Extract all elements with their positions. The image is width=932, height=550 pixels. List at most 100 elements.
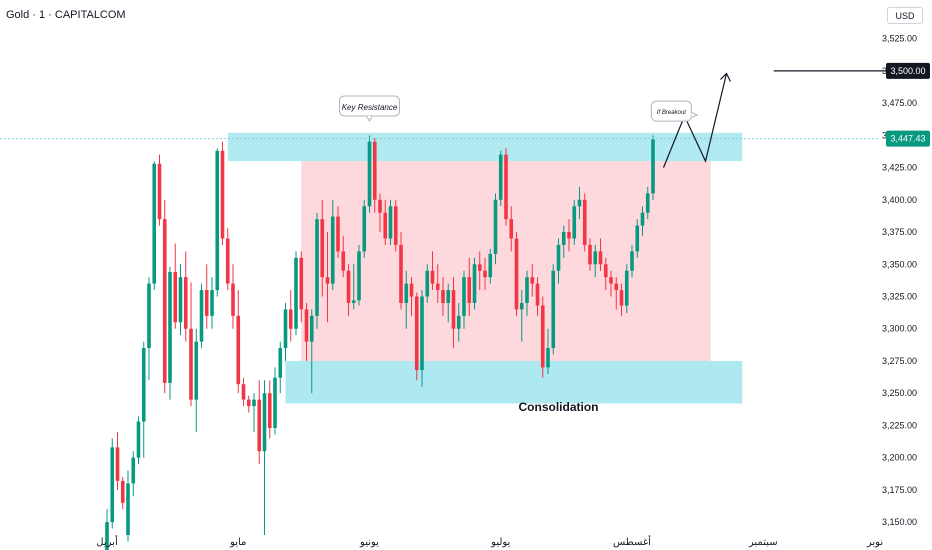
candle-body <box>393 206 398 245</box>
candle <box>288 290 293 342</box>
candle-body <box>341 251 346 271</box>
candle <box>225 228 230 291</box>
if-breakout-pointer <box>691 111 699 118</box>
candle <box>399 232 403 310</box>
price-tick-label: 3,525.00 <box>882 34 917 44</box>
candle-body <box>462 277 466 316</box>
candle-body <box>220 150 225 239</box>
candle <box>283 302 288 361</box>
candle <box>215 148 220 297</box>
candle <box>136 416 141 465</box>
candle <box>257 380 262 465</box>
candle <box>504 148 508 226</box>
candle-body <box>540 305 545 368</box>
candle <box>593 244 598 278</box>
candle <box>619 283 624 316</box>
candle-body <box>603 264 608 278</box>
time-tick-label: سبتمبر <box>748 537 778 548</box>
candle <box>231 264 235 329</box>
candle <box>525 270 529 316</box>
candle-body <box>309 315 314 342</box>
candle-body <box>304 309 309 342</box>
candle <box>488 248 493 284</box>
candle-body <box>509 219 514 239</box>
price-tick-label: 3,175.00 <box>882 485 917 495</box>
candle <box>115 431 120 490</box>
candle-body <box>446 290 451 303</box>
symbol-title[interactable]: Gold · 1 · CAPITALCOM <box>6 9 126 21</box>
candle-body <box>346 270 351 303</box>
candle <box>598 238 603 271</box>
candle-body <box>582 199 587 245</box>
candle-body <box>514 238 519 310</box>
candle <box>582 193 587 252</box>
candle-body <box>267 393 272 428</box>
target-price-box <box>886 62 930 79</box>
candle-body <box>619 290 624 306</box>
candle <box>189 282 193 407</box>
candle-body <box>225 238 230 284</box>
current-price-badge: 3,447.43 <box>886 130 930 147</box>
candle-body <box>651 139 655 194</box>
candle-body <box>378 199 382 213</box>
candle <box>120 476 125 510</box>
price-axis: 3,150.00 3,175.00 3,200.00 3,225.00 3,250.00… <box>882 34 930 527</box>
candle-body <box>362 206 367 252</box>
candle <box>346 264 351 316</box>
candle-body <box>530 277 535 284</box>
currency-button[interactable]: USD <box>887 7 923 24</box>
candle <box>456 302 461 342</box>
candle <box>141 341 146 458</box>
candle <box>336 206 340 258</box>
candle-body <box>430 270 435 284</box>
price-tick-label: 3,150.00 <box>882 517 917 527</box>
candle-body <box>472 264 477 303</box>
candle-body <box>105 522 109 550</box>
candle <box>152 161 157 291</box>
candle <box>131 451 136 497</box>
candle-body <box>162 219 167 383</box>
support-zone <box>285 360 743 404</box>
candle <box>635 219 640 258</box>
resistance-zone <box>227 132 743 162</box>
candle <box>651 135 655 200</box>
time-tick-label: نوبر <box>866 537 883 548</box>
candle-body <box>535 283 540 306</box>
time-tick-label: أبريل <box>96 535 118 548</box>
candle-body <box>299 257 304 310</box>
candle <box>614 277 619 310</box>
candle-body <box>409 283 414 297</box>
candle <box>273 367 277 435</box>
candle-body <box>546 348 550 368</box>
current-price-label: 3,447.43 <box>890 134 925 144</box>
time-tick-label: مايو <box>229 537 246 548</box>
candle <box>535 277 540 316</box>
candle-body <box>357 251 361 301</box>
if-breakout-label: If Breakout <box>657 110 686 116</box>
candle <box>183 251 188 342</box>
candle-body <box>561 232 566 245</box>
candle <box>110 438 115 529</box>
candle <box>199 283 204 349</box>
candle <box>204 264 209 329</box>
candle <box>362 199 367 258</box>
candles-layer <box>105 135 655 550</box>
candle <box>262 380 267 535</box>
candle <box>330 199 335 291</box>
overlay-layer: Key Resistance If Breakout Consolidation <box>0 70 886 414</box>
candle <box>435 264 440 303</box>
candle-body <box>152 163 157 284</box>
target-price-label: 3,500.00 <box>890 66 925 76</box>
candle-body <box>189 328 193 400</box>
candle <box>194 328 199 432</box>
if-breakout-callout: If Breakout <box>650 100 699 122</box>
candle <box>645 186 650 220</box>
price-tick-label: 3,225.00 <box>882 420 917 430</box>
candle-body <box>441 290 445 303</box>
target-price-badge: 3,500.00 <box>886 62 930 79</box>
candle-body <box>488 253 493 278</box>
candle-body <box>519 302 524 310</box>
candle <box>572 199 577 245</box>
candle <box>483 257 487 291</box>
